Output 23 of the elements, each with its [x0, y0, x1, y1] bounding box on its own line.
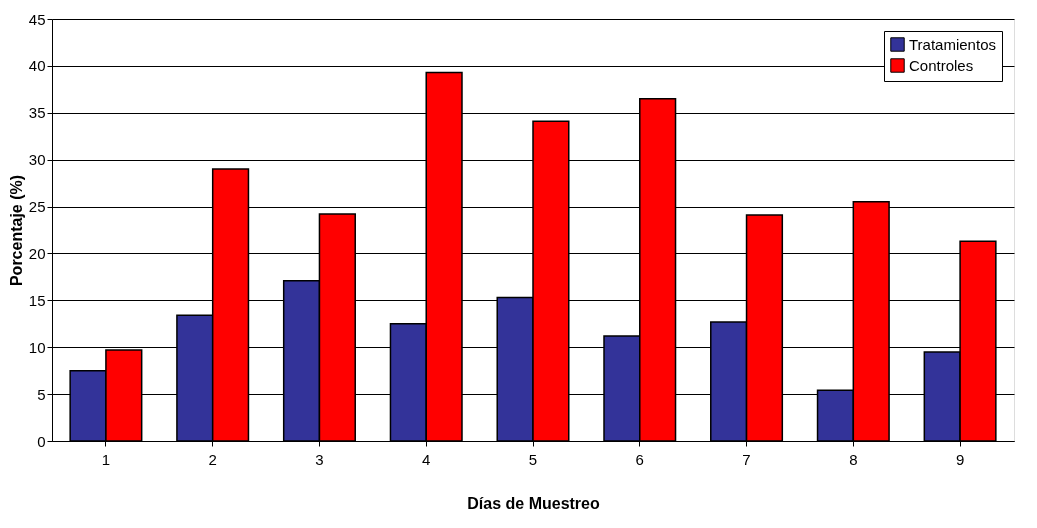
x-tick-label: 9: [955, 450, 965, 468]
x-tick-label: 2: [208, 450, 217, 468]
legend-label: Controles: [909, 56, 974, 74]
y-tick-label: 5: [37, 385, 46, 403]
y-tick-label: 15: [28, 291, 46, 309]
x-tick-label: 5: [528, 450, 538, 468]
y-tick-label: 30: [28, 151, 46, 169]
y-axis-title: Porcentaje (%): [7, 174, 25, 287]
legend-label: Tratamientos: [909, 35, 996, 53]
x-axis-title: Días de Muestreo: [467, 494, 600, 512]
x-tick-label: 6: [635, 450, 644, 468]
x-tick-label: 3: [315, 450, 324, 468]
x-tick-label: 8: [849, 450, 858, 468]
y-tick-label: 25: [28, 198, 46, 216]
y-tick-label: 45: [28, 10, 46, 28]
y-tick-label: 40: [28, 57, 46, 75]
y-tick-label: 10: [28, 338, 46, 356]
y-tick-label: 20: [28, 244, 46, 262]
y-tick-label: 35: [28, 104, 46, 122]
x-tick-label: 1: [101, 450, 111, 468]
x-tick-label: 7: [742, 450, 751, 468]
y-tick-label: 0: [37, 432, 46, 450]
x-tick-label: 4: [422, 450, 431, 468]
